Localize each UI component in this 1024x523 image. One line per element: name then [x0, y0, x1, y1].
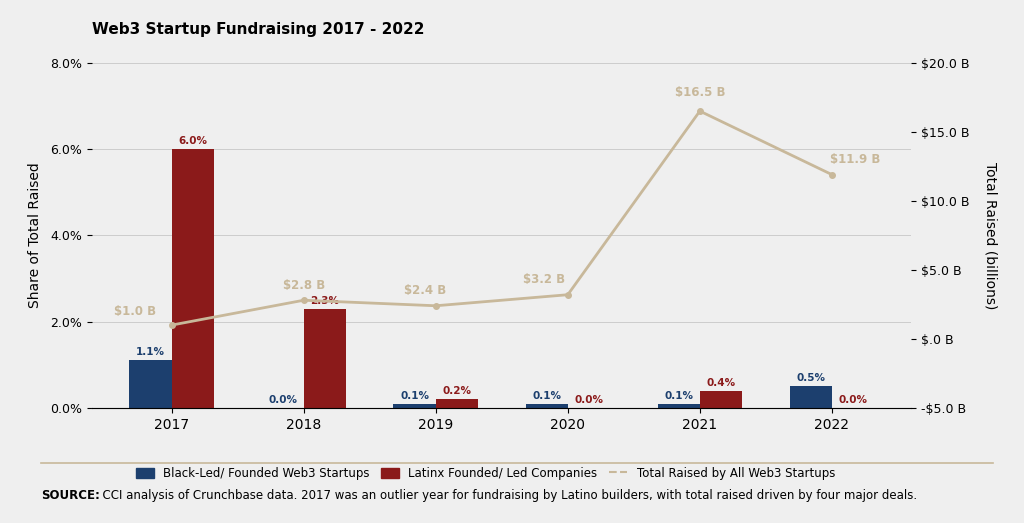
- Text: $2.4 B: $2.4 B: [404, 285, 446, 298]
- Text: 0.1%: 0.1%: [400, 391, 429, 401]
- Bar: [657, 404, 699, 408]
- Text: 0.4%: 0.4%: [707, 378, 735, 388]
- Text: $11.9 B: $11.9 B: [830, 153, 881, 166]
- Legend: Black-Led/ Founded Web3 Startups, Latinx Founded/ Led Companies, Total Raised by: Black-Led/ Founded Web3 Startups, Latinx…: [131, 462, 840, 485]
- Bar: [304, 309, 346, 408]
- Bar: [436, 400, 478, 408]
- Text: 0.0%: 0.0%: [268, 395, 297, 405]
- Bar: [129, 360, 172, 408]
- Bar: [393, 404, 436, 408]
- Text: 0.2%: 0.2%: [442, 386, 471, 396]
- Text: $3.2 B: $3.2 B: [523, 274, 565, 287]
- Bar: [172, 149, 214, 408]
- Text: 0.1%: 0.1%: [532, 391, 561, 401]
- Bar: [525, 404, 567, 408]
- Text: $1.0 B: $1.0 B: [114, 305, 156, 318]
- Text: $16.5 B: $16.5 B: [675, 86, 725, 99]
- Text: Web3 Startup Fundraising 2017 - 2022: Web3 Startup Fundraising 2017 - 2022: [92, 21, 425, 37]
- Y-axis label: Share of Total Raised: Share of Total Raised: [28, 163, 42, 308]
- Text: 1.1%: 1.1%: [136, 347, 165, 357]
- Text: 6.0%: 6.0%: [178, 136, 207, 146]
- Text: 0.0%: 0.0%: [574, 395, 603, 405]
- Text: $2.8 B: $2.8 B: [283, 279, 325, 292]
- Text: SOURCE:: SOURCE:: [41, 489, 99, 502]
- Text: CCI analysis of Crunchbase data. 2017 was an outlier year for fundraising by Lat: CCI analysis of Crunchbase data. 2017 wa…: [95, 489, 918, 502]
- Text: 0.0%: 0.0%: [839, 395, 867, 405]
- Bar: [790, 386, 831, 408]
- Text: 0.5%: 0.5%: [797, 373, 825, 383]
- Y-axis label: Total Raised (billions): Total Raised (billions): [983, 162, 997, 309]
- Text: 0.1%: 0.1%: [665, 391, 693, 401]
- Text: 2.3%: 2.3%: [310, 295, 339, 305]
- Bar: [699, 391, 742, 408]
